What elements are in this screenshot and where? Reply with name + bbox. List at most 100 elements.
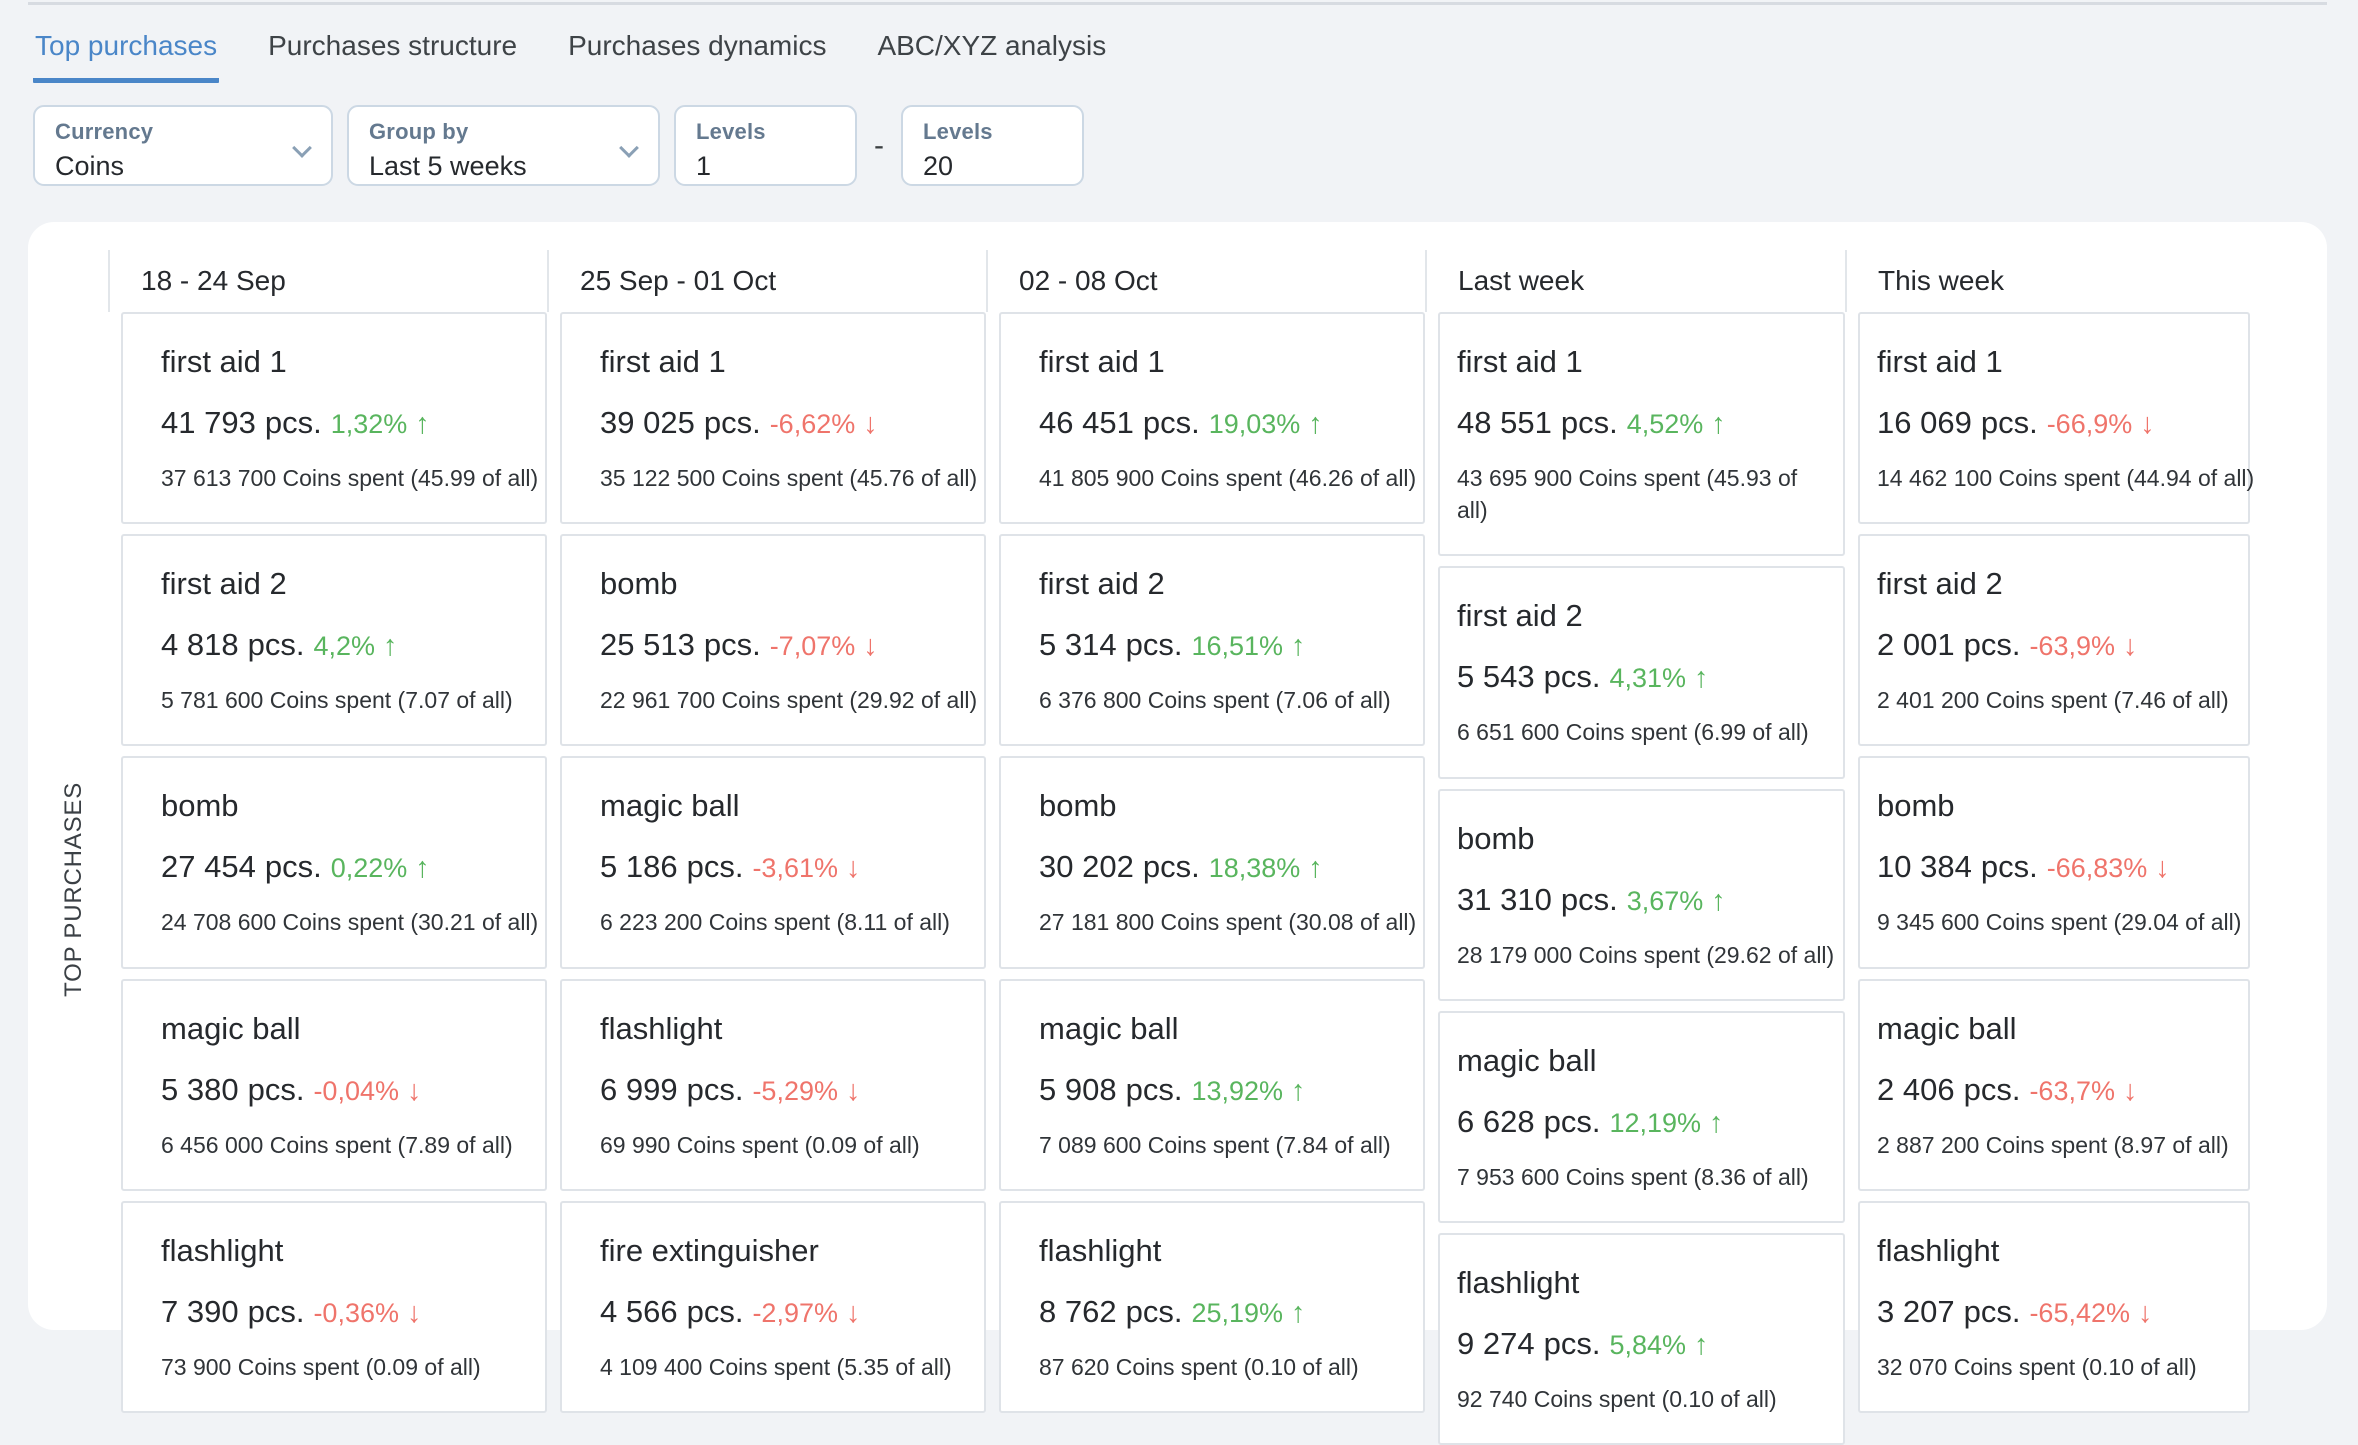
item-name: first aid 2 bbox=[1457, 598, 1583, 634]
quantity-value: 3 207 bbox=[1877, 1293, 1955, 1329]
arrow-up-icon: ↑ bbox=[382, 630, 398, 663]
item-name: bomb bbox=[1877, 788, 1955, 824]
arrow-up-icon: ↑ bbox=[1308, 408, 1323, 440]
arrow-down-icon: ↓ bbox=[846, 1074, 861, 1107]
quantity-row: 7 390 pcs. -0,36% ↓ bbox=[161, 1294, 531, 1330]
quantity-unit: pcs. bbox=[1980, 405, 2038, 440]
quantity-row: 6 999 pcs. -5,29% ↓ bbox=[600, 1072, 970, 1108]
column-header: 25 Sep - 01 Oct bbox=[547, 250, 986, 312]
purchase-card: first aid 1 16 069 pcs. -66,9% ↓ 14 462 100 C… bbox=[1858, 312, 2254, 525]
quantity-unit: pcs. bbox=[1963, 1071, 2021, 1107]
levels-from-input[interactable]: Levels 1 bbox=[674, 105, 857, 186]
quantity-row: 41 793 pcs. 1,32% ↑ bbox=[161, 405, 531, 441]
levels-to-value: 20 bbox=[923, 151, 954, 181]
change-percent: -6,62% bbox=[769, 409, 856, 439]
purchases-grid: 18 - 24 Sep first aid 1 41 793 pcs. 1,32% ↑ 37… bbox=[28, 222, 2327, 1445]
purchase-card: magic ball 5 380 pcs. -0,04% ↓ 6 456 000 Coin… bbox=[121, 978, 547, 1191]
purchase-card: first aid 1 39 025 pcs. -6,62% ↓ 35 122 500 C… bbox=[560, 312, 986, 525]
item-name: first aid 1 bbox=[161, 344, 287, 379]
change-percent: 5,84% bbox=[1609, 1329, 1686, 1360]
coins-spent: 2 887 200 Coins spent (8.97 of all) bbox=[1877, 1131, 2229, 1158]
coins-spent: 7 953 600 Coins spent (8.36 of all) bbox=[1457, 1163, 1809, 1190]
quantity-value: 5 380 bbox=[161, 1071, 239, 1107]
purchase-card: first aid 2 5 314 pcs. 16,51% ↑ 6 376 800 Coi… bbox=[999, 534, 1425, 747]
purchase-card: bomb 10 384 pcs. -66,83% ↓ 9 345 600 Coins sp… bbox=[1858, 756, 2250, 969]
currency-value: Coins bbox=[55, 151, 125, 181]
tab-top-purchases[interactable]: Top purchases bbox=[33, 30, 220, 83]
coins-spent: 35 122 500 Coins spent (45.76 of all) bbox=[600, 465, 978, 491]
quantity-value: 10 384 bbox=[1877, 849, 1972, 885]
card-list: first aid 1 46 451 pcs. 19,03% ↑ 41 805 900 C… bbox=[999, 312, 1425, 1413]
quantity-unit: pcs. bbox=[1560, 405, 1618, 440]
quantity-unit: pcs. bbox=[247, 627, 305, 663]
tab-purchases-dynamics[interactable]: Purchases dynamics bbox=[568, 30, 827, 61]
purchase-card: magic ball 6 628 pcs. 12,19% ↑ 7 953 600 Coin… bbox=[1438, 1010, 1845, 1223]
tab-purchases-structure[interactable]: Purchases structure bbox=[268, 30, 518, 61]
quantity-value: 39 025 bbox=[600, 405, 695, 440]
quantity-unit: pcs. bbox=[686, 1293, 744, 1329]
item-name: magic ball bbox=[1457, 1042, 1597, 1078]
arrow-down-icon: ↓ bbox=[2140, 408, 2155, 440]
group-by-value: Last 5 weeks bbox=[369, 151, 527, 181]
column-header: 02 - 08 Oct bbox=[986, 250, 1425, 312]
quantity-unit: pcs. bbox=[264, 405, 322, 440]
coins-spent: 7 089 600 Coins spent (7.84 of all) bbox=[1039, 1131, 1391, 1158]
quantity-row: 27 454 pcs. 0,22% ↑ bbox=[161, 849, 531, 885]
coins-spent: 6 223 200 Coins spent (8.11 of all) bbox=[600, 909, 950, 936]
quantity-value: 30 202 bbox=[1039, 849, 1134, 885]
purchase-card: flashlight 8 762 pcs. 25,19% ↑ 87 620 Coins s… bbox=[999, 1200, 1425, 1413]
coins-spent: 41 805 900 Coins spent (46.26 of all) bbox=[1039, 465, 1417, 491]
purchase-card: first aid 2 4 818 pcs. 4,2% ↑ 5 781 600 Coins… bbox=[121, 534, 547, 747]
period-column: 02 - 08 Oct first aid 1 46 451 pcs. 19,03% ↑ 4… bbox=[986, 250, 1425, 1445]
arrow-down-icon: ↓ bbox=[2123, 1074, 2138, 1107]
item-name: bomb bbox=[1457, 820, 1535, 856]
currency-select[interactable]: Currency Coins bbox=[33, 105, 333, 186]
arrow-down-icon: ↓ bbox=[846, 852, 861, 885]
top-purchases-panel: TOP PURCHASES 18 - 24 Sep first aid 1 41 7… bbox=[28, 222, 2327, 1445]
arrow-up-icon: ↑ bbox=[415, 852, 430, 885]
coins-spent: 87 620 Coins spent (0.10 of all) bbox=[1039, 1353, 1359, 1380]
column-header: This week bbox=[1845, 250, 2250, 312]
coins-spent: 6 456 000 Coins spent (7.89 of all) bbox=[161, 1131, 513, 1158]
coins-spent: 22 961 700 Coins spent (29.92 of all) bbox=[600, 687, 978, 714]
item-name: magic ball bbox=[600, 788, 740, 824]
coins-spent: 9 345 600 Coins spent (29.04 of all) bbox=[1877, 909, 2242, 936]
quantity-value: 31 310 bbox=[1457, 881, 1552, 917]
change-percent: 4,2% bbox=[313, 631, 375, 662]
arrow-up-icon: ↑ bbox=[1291, 1074, 1306, 1107]
arrow-down-icon: ↓ bbox=[863, 630, 878, 663]
quantity-row: 31 310 pcs. 3,67% ↑ bbox=[1457, 882, 1829, 918]
quantity-value: 5 908 bbox=[1039, 1071, 1117, 1107]
quantity-row: 8 762 pcs. 25,19% ↑ bbox=[1039, 1294, 1409, 1330]
currency-label: Currency bbox=[55, 119, 154, 144]
quantity-value: 4 566 bbox=[600, 1293, 678, 1329]
quantity-row: 5 186 pcs. -3,61% ↓ bbox=[600, 849, 970, 885]
quantity-unit: pcs. bbox=[1142, 849, 1200, 885]
item-name: first aid 1 bbox=[600, 344, 726, 379]
arrow-down-icon: ↓ bbox=[2138, 1296, 2153, 1329]
change-percent: -0,04% bbox=[313, 1075, 399, 1106]
change-percent: -3,61% bbox=[752, 853, 838, 884]
quantity-row: 48 551 pcs. 4,52% ↑ bbox=[1457, 405, 1829, 441]
change-percent: 4,31% bbox=[1609, 663, 1686, 694]
filter-bar: Currency Coins Group by Last 5 weeks Lev… bbox=[33, 105, 2358, 186]
quantity-row: 46 451 pcs. 19,03% ↑ bbox=[1039, 405, 1409, 441]
coins-spent: 27 181 800 Coins spent (30.08 of all) bbox=[1039, 909, 1417, 936]
quantity-value: 5 543 bbox=[1457, 659, 1535, 695]
quantity-row: 5 380 pcs. -0,04% ↓ bbox=[161, 1072, 531, 1108]
period-column: 18 - 24 Sep first aid 1 41 793 pcs. 1,32% ↑ 37… bbox=[108, 250, 547, 1445]
tab-abc-xyz-analysis[interactable]: ABC/XYZ analysis bbox=[877, 30, 1107, 61]
purchase-card: bomb 27 454 pcs. 0,22% ↑ 24 708 600 Coins spe… bbox=[121, 756, 547, 969]
change-percent: -66,83% bbox=[2046, 853, 2148, 884]
top-divider bbox=[28, 2, 2327, 5]
levels-to-input[interactable]: Levels 20 bbox=[901, 105, 1084, 186]
arrow-up-icon: ↑ bbox=[1291, 630, 1306, 663]
item-name: flashlight bbox=[1877, 1232, 2000, 1268]
arrow-up-icon: ↑ bbox=[1694, 1328, 1709, 1361]
card-list: first aid 1 39 025 pcs. -6,62% ↓ 35 122 500 C… bbox=[560, 312, 986, 1413]
group-by-select[interactable]: Group by Last 5 weeks bbox=[347, 105, 660, 186]
change-percent: 19,03% bbox=[1208, 409, 1301, 439]
quantity-unit: pcs. bbox=[1543, 1103, 1601, 1139]
item-name: bomb bbox=[161, 788, 239, 824]
coins-spent: 92 740 Coins spent (0.10 of all) bbox=[1457, 1385, 1777, 1412]
